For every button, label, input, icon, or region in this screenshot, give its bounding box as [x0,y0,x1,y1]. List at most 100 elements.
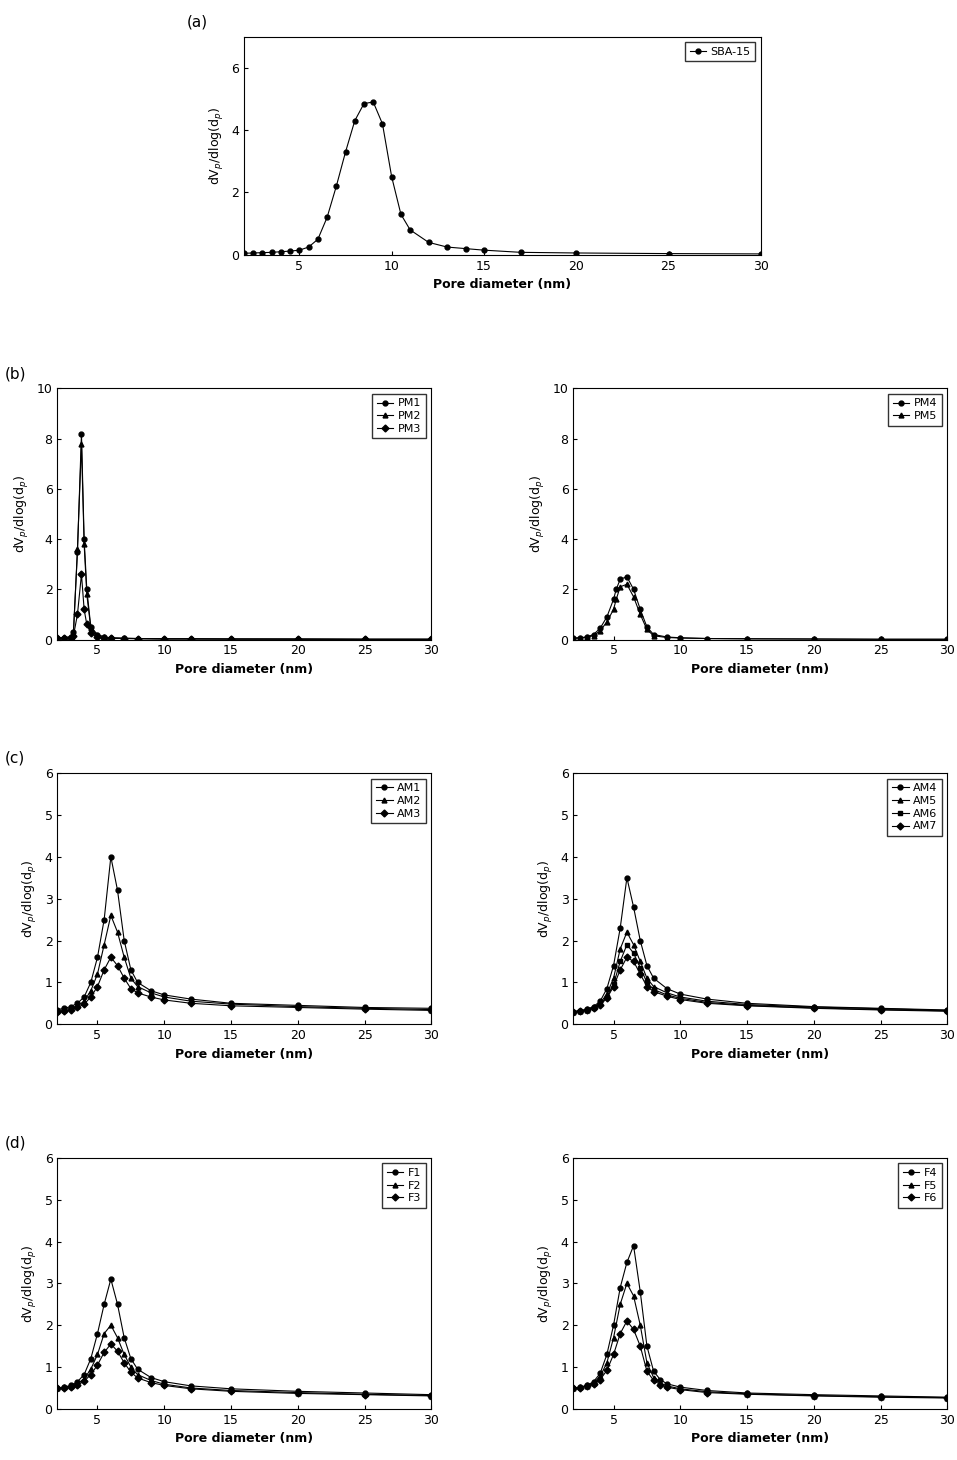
F2 [125,1358,137,1375]
F5 [808,1387,819,1405]
F6 [588,1375,599,1393]
X-axis label: Pore diameter (nm): Pore diameter (nm) [175,1432,314,1445]
Line: F1: F1 [55,1276,434,1397]
AM7 [594,996,606,1013]
PM2 [58,629,70,647]
PM5 [742,631,753,648]
AM5 [648,978,659,996]
PM5 [611,591,622,609]
PM2 [72,540,83,558]
F5 [621,1275,633,1292]
AM2 [426,1000,437,1018]
F2 [85,1361,97,1378]
PM1 [81,581,93,599]
F6 [601,1362,612,1380]
F5 [701,1383,713,1400]
PM3 [292,631,303,648]
F6 [701,1384,713,1402]
AM5 [594,994,606,1012]
AM3 [119,969,130,987]
AM1 [159,986,170,1003]
SBA-15 [663,245,675,263]
AM6 [588,999,599,1016]
PM1 [186,631,197,648]
PM1 [76,425,87,442]
AM5 [568,1003,579,1021]
F4 [574,1378,586,1396]
AM5 [628,936,639,953]
SBA-15 [256,244,268,261]
AM4 [648,969,659,987]
F1 [125,1350,137,1368]
AM2 [292,997,303,1015]
AM5 [641,969,653,987]
PM1 [85,618,97,635]
PM1 [359,631,370,648]
PM1 [159,631,170,648]
Text: (c): (c) [5,750,25,767]
AM5 [742,996,753,1013]
SBA-15 [340,143,351,161]
F4 [661,1375,673,1393]
AM3 [132,984,144,1002]
AM2 [225,996,236,1013]
PM4 [588,626,599,644]
SBA-15 [238,244,250,261]
SBA-15 [405,220,416,238]
PM4 [614,571,626,588]
PM3 [225,631,236,648]
F3 [119,1353,130,1371]
F2 [292,1384,303,1402]
F4 [641,1337,653,1355]
AM6 [601,988,612,1006]
PM5 [581,628,592,645]
X-axis label: Pore diameter (nm): Pore diameter (nm) [691,1432,830,1445]
AM2 [132,978,144,996]
PM4 [875,631,886,648]
F3 [145,1374,157,1391]
AM1 [52,1000,63,1018]
AM7 [661,987,673,1004]
F6 [568,1380,579,1397]
PM2 [225,631,236,648]
AM5 [588,999,599,1016]
PM5 [614,578,626,596]
PM5 [594,622,606,639]
F4 [648,1362,659,1380]
PM5 [588,626,599,644]
PM5 [568,629,579,647]
Line: PM2: PM2 [55,441,434,642]
PM3 [426,631,437,648]
F1 [72,1372,83,1390]
SBA-15 [330,178,342,196]
Y-axis label: dV$_p$/dlog(d$_p$): dV$_p$/dlog(d$_p$) [537,1244,555,1323]
X-axis label: Pore diameter (nm): Pore diameter (nm) [175,663,314,676]
X-axis label: Pore diameter (nm): Pore diameter (nm) [175,1048,314,1060]
PM4 [942,631,953,648]
SBA-15 [377,115,389,133]
PM1 [52,629,63,647]
PM4 [675,629,686,647]
PM1 [225,631,236,648]
Text: (a): (a) [187,15,208,29]
F3 [359,1386,370,1403]
PM4 [594,619,606,637]
F2 [58,1378,70,1396]
AM6 [675,990,686,1007]
F1 [105,1270,117,1288]
AM5 [614,940,626,958]
PM1 [132,629,144,647]
AM2 [52,1002,63,1019]
F5 [628,1288,639,1305]
F2 [92,1346,103,1364]
F1 [186,1377,197,1394]
PM5 [608,600,619,618]
F5 [601,1353,612,1371]
F5 [742,1386,753,1403]
PM4 [634,600,646,618]
PM4 [661,628,673,645]
F6 [808,1387,819,1405]
AM5 [574,1002,586,1019]
F2 [105,1317,117,1334]
F3 [105,1336,117,1353]
